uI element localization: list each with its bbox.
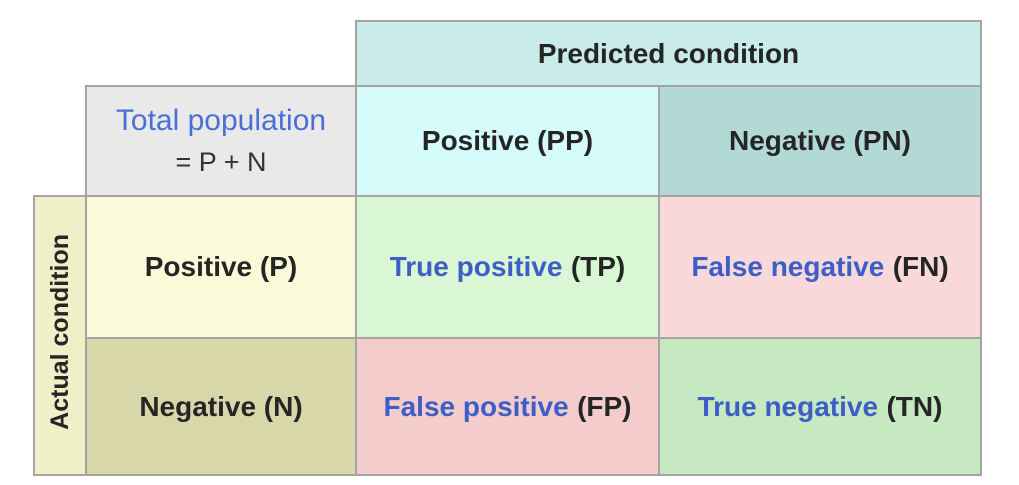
false-negative-abbr: (FN) [892, 251, 949, 282]
actual-positive-header: Positive (P) [85, 195, 357, 339]
true-negative-abbr: (TN) [886, 390, 943, 422]
predicted-negative-header: Negative (PN) [658, 85, 982, 197]
false-positive-label: False positive [383, 390, 569, 422]
false-negative-cell: False negative (FN) [658, 195, 982, 339]
total-population-formula: = P + N [175, 147, 267, 178]
true-positive-abbr: (TP) [570, 251, 626, 282]
predicted-positive-header: Positive (PP) [355, 85, 660, 197]
left-spacer [34, 86, 86, 196]
total-population-cell: Total population = P + N [85, 85, 357, 197]
false-positive-abbr: (FP) [577, 390, 632, 422]
true-negative-label: True negative [697, 390, 879, 422]
predicted-condition-header: Predicted condition [355, 20, 982, 87]
true-positive-cell: True positive (TP) [355, 195, 660, 339]
corner-spacer [34, 21, 356, 86]
false-negative-label: False negative [691, 251, 885, 282]
actual-condition-header: Actual condition [33, 195, 87, 476]
false-positive-cell: False positive (FP) [355, 337, 660, 476]
actual-condition-label: Actual condition [45, 234, 74, 430]
true-positive-label: True positive [389, 251, 563, 282]
confusion-matrix-table: Predicted condition Total population = P… [33, 20, 982, 476]
true-negative-cell: True negative (TN) [658, 337, 982, 476]
total-population-label: Total population [115, 104, 327, 138]
actual-negative-header: Negative (N) [85, 337, 357, 476]
